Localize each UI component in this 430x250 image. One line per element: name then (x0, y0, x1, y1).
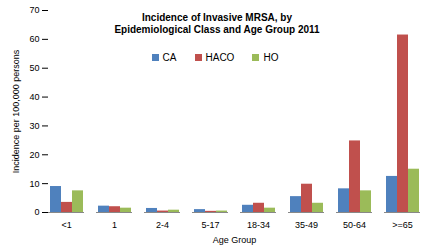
svg-text:0: 0 (34, 207, 39, 217)
svg-text:<1: <1 (61, 220, 71, 230)
html-text:HO: HO (263, 52, 279, 63)
svg-text:Incidence per 100,000 persons: Incidence per 100,000 persons (11, 49, 21, 173)
svg-text:>=65: >=65 (392, 220, 413, 230)
svg-text:60: 60 (29, 34, 39, 44)
svg-text:50: 50 (29, 63, 39, 73)
html-text:CA: CA (162, 52, 177, 63)
svg-text:20: 20 (29, 150, 39, 160)
svg-text:70: 70 (29, 5, 39, 15)
svg-text:18-34: 18-34 (247, 220, 270, 230)
svg-text:5-17: 5-17 (201, 220, 219, 230)
html-text:HACO: HACO (205, 52, 235, 63)
svg-text:30: 30 (29, 121, 39, 131)
html-text:Incidence of Invasive MRSA, by: Incidence of Invasive MRSA, by Epidemiol… (114, 12, 320, 35)
svg-text:1: 1 (112, 220, 117, 230)
svg-text:10: 10 (29, 179, 39, 189)
svg-text:2-4: 2-4 (156, 220, 169, 230)
svg-text:50-64: 50-64 (343, 220, 366, 230)
svg-text:Age Group: Age Group (213, 235, 257, 245)
svg-text:35-49: 35-49 (295, 220, 318, 230)
svg-text:40: 40 (29, 92, 39, 102)
